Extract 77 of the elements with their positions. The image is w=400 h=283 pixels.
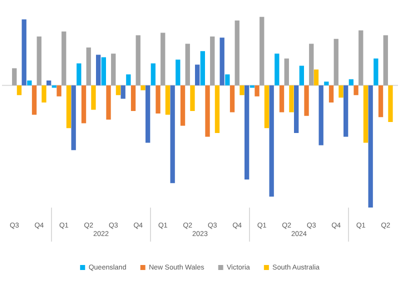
bar: [220, 38, 224, 86]
bar: [126, 74, 131, 86]
bar: [160, 32, 166, 86]
bar: [190, 85, 195, 112]
bar: [368, 85, 373, 208]
bar: [304, 85, 309, 116]
bar: [214, 85, 220, 134]
bar: [260, 16, 264, 86]
bar: [195, 64, 200, 86]
bar: [279, 85, 284, 112]
bar: [16, 85, 22, 96]
bar: [165, 85, 170, 115]
bar: [62, 32, 66, 86]
bar: [374, 58, 378, 86]
bar: [111, 54, 116, 86]
bar: [354, 85, 358, 96]
bar: [388, 85, 393, 122]
bar: [52, 85, 56, 88]
bar: [56, 85, 62, 96]
bar: [234, 20, 240, 86]
bar: [289, 85, 294, 112]
bar: [140, 85, 146, 90]
bar: [176, 60, 180, 86]
bar: [180, 85, 186, 126]
bar: [358, 30, 364, 86]
bar: [71, 85, 76, 150]
bar: [86, 47, 91, 86]
bar: [250, 85, 254, 88]
bar: [299, 66, 304, 86]
bar: [318, 85, 324, 146]
bar: [27, 80, 32, 86]
bar: [309, 44, 314, 86]
bar: [66, 85, 72, 128]
bar: [136, 35, 140, 86]
bar: [150, 63, 156, 86]
bar: [146, 85, 150, 143]
bar: [120, 85, 126, 99]
bar: [91, 85, 96, 110]
bar: [338, 85, 344, 98]
bar: [294, 85, 299, 134]
bar: [344, 85, 348, 137]
bar: [324, 82, 329, 86]
bar: [244, 85, 250, 180]
bar: [130, 85, 136, 112]
bar: [205, 85, 210, 137]
bar: [264, 85, 270, 128]
bar: [284, 58, 289, 86]
bar: [81, 85, 86, 124]
bar: [240, 85, 244, 96]
bar: [32, 85, 37, 115]
bar: [210, 36, 215, 86]
bar: [378, 85, 384, 118]
bar: [314, 69, 319, 86]
bar: [101, 57, 106, 86]
bar: [156, 85, 160, 114]
bar: [200, 51, 205, 86]
bar: [12, 68, 17, 86]
bar: [36, 36, 42, 86]
bar: [383, 35, 388, 86]
bar: [269, 85, 274, 197]
bar: [348, 79, 354, 86]
bar: [106, 85, 111, 120]
bar: [42, 85, 46, 102]
bar: [230, 85, 235, 112]
bar: [225, 74, 230, 86]
bar: [96, 54, 101, 86]
bar: [46, 80, 52, 86]
bar: [76, 63, 82, 86]
bar: [185, 44, 190, 86]
bar: [170, 85, 175, 184]
bar: [274, 54, 280, 86]
bar: [22, 19, 26, 86]
bar: [363, 85, 368, 143]
bar: [328, 85, 334, 102]
bar: [116, 85, 121, 96]
bar: [334, 38, 338, 86]
bar: [254, 85, 260, 96]
